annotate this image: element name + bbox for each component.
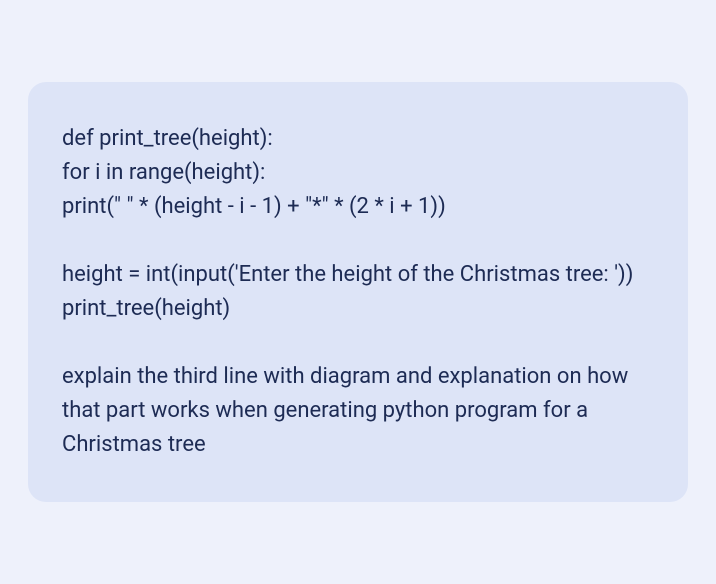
- code-line: print_tree(height): [62, 292, 654, 326]
- content-card: def print_tree(height): for i in range(h…: [28, 82, 688, 503]
- code-line: print(" " * (height - i - 1) + "*" * (2 …: [62, 190, 654, 224]
- prompt-paragraph: explain the third line with diagram and …: [62, 360, 654, 462]
- prompt-text: explain the third line with diagram and …: [62, 360, 654, 462]
- code-line: def print_tree(height):: [62, 122, 654, 156]
- code-line: for i in range(height):: [62, 156, 654, 190]
- code-line: height = int(input('Enter the height of …: [62, 258, 654, 292]
- code-block-2: height = int(input('Enter the height of …: [62, 258, 654, 326]
- code-block-1: def print_tree(height): for i in range(h…: [62, 122, 654, 224]
